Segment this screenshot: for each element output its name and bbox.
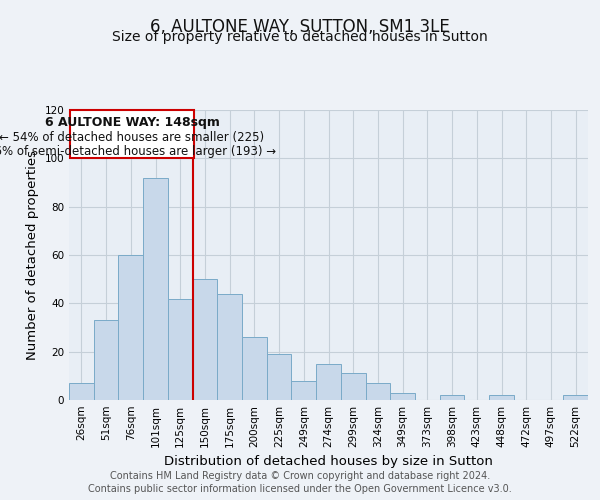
Bar xyxy=(440,395,464,400)
Text: Size of property relative to detached houses in Sutton: Size of property relative to detached ho… xyxy=(112,30,488,44)
Bar xyxy=(390,393,415,400)
Bar xyxy=(292,380,316,400)
Y-axis label: Number of detached properties: Number of detached properties xyxy=(26,150,39,360)
Bar xyxy=(193,279,217,400)
Text: 6, AULTONE WAY, SUTTON, SM1 3LE: 6, AULTONE WAY, SUTTON, SM1 3LE xyxy=(150,18,450,36)
Text: Contains HM Land Registry data © Crown copyright and database right 2024.: Contains HM Land Registry data © Crown c… xyxy=(110,471,490,481)
X-axis label: Distribution of detached houses by size in Sutton: Distribution of detached houses by size … xyxy=(164,456,493,468)
Bar xyxy=(118,255,143,400)
Bar xyxy=(94,320,118,400)
Text: 46% of semi-detached houses are larger (193) →: 46% of semi-detached houses are larger (… xyxy=(0,145,277,158)
Text: 6 AULTONE WAY: 148sqm: 6 AULTONE WAY: 148sqm xyxy=(44,116,220,129)
Bar xyxy=(563,395,588,400)
Bar xyxy=(316,364,341,400)
Bar xyxy=(69,383,94,400)
Text: Contains public sector information licensed under the Open Government Licence v3: Contains public sector information licen… xyxy=(88,484,512,494)
Bar xyxy=(242,337,267,400)
Bar xyxy=(168,298,193,400)
Bar xyxy=(365,383,390,400)
Bar xyxy=(217,294,242,400)
Text: ← 54% of detached houses are smaller (225): ← 54% of detached houses are smaller (22… xyxy=(0,130,265,143)
Bar xyxy=(341,374,365,400)
Bar xyxy=(143,178,168,400)
Bar xyxy=(489,395,514,400)
Bar xyxy=(70,110,194,158)
Bar xyxy=(267,354,292,400)
